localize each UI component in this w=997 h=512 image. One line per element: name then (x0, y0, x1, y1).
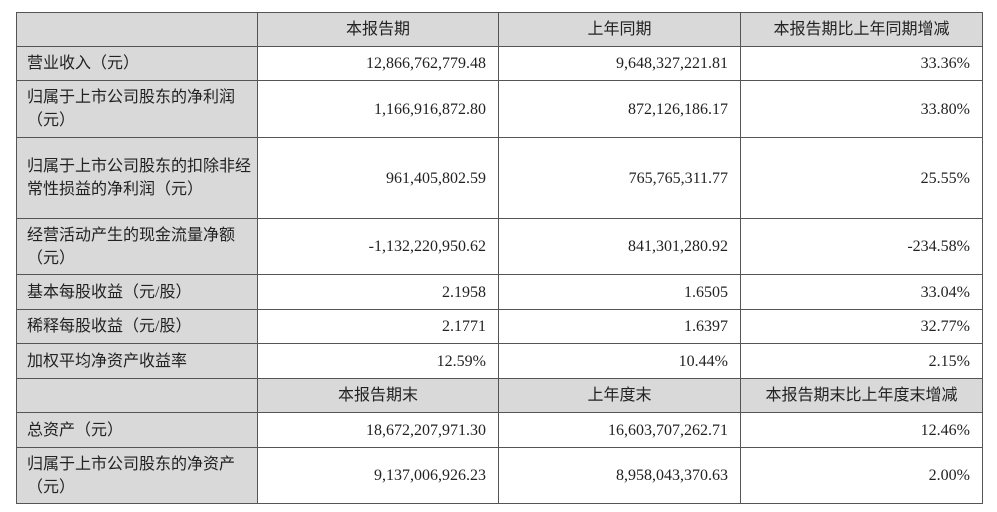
table-row: 归属于上市公司股东的净资产（元） 9,137,006,926.23 8,958,… (16, 447, 983, 504)
current-value: 12.59% (257, 343, 499, 379)
header-previous-year-end: 上年度末 (498, 378, 741, 413)
row-label: 归属于上市公司股东的扣除非经常性损益的净利润（元） (16, 137, 258, 219)
row-label: 加权平均净资产收益率 (16, 343, 258, 379)
change-value: 2.00% (740, 447, 983, 504)
previous-value: 765,765,311.77 (498, 137, 741, 219)
current-value: 9,137,006,926.23 (257, 447, 499, 504)
table-row: 基本每股收益（元/股） 2.1958 1.6505 33.04% (16, 274, 983, 310)
row-label: 营业收入（元） (16, 46, 258, 81)
change-value: 25.55% (740, 137, 983, 219)
table-row: 总资产（元） 18,672,207,971.30 16,603,707,262.… (16, 412, 983, 448)
row-label: 总资产（元） (16, 412, 258, 448)
previous-value: 10.44% (498, 343, 741, 379)
header-change: 本报告期比上年同期增减 (740, 12, 983, 47)
table-subheader-row: 本报告期末 上年度末 本报告期末比上年度末增减 (16, 378, 983, 413)
previous-value: 9,648,327,221.81 (498, 46, 741, 81)
row-label: 经营活动产生的现金流量净额（元） (16, 218, 258, 275)
row-label: 归属于上市公司股东的净资产（元） (16, 447, 258, 504)
current-value: -1,132,220,950.62 (257, 218, 499, 275)
financial-summary-table: 本报告期 上年同期 本报告期比上年同期增减 营业收入（元） 12,866,762… (16, 12, 983, 504)
previous-value: 841,301,280.92 (498, 218, 741, 275)
row-label: 稀释每股收益（元/股） (16, 309, 258, 344)
header-empty-cell (16, 12, 258, 47)
previous-value: 1.6397 (498, 309, 741, 344)
table-row: 营业收入（元） 12,866,762,779.48 9,648,327,221.… (16, 46, 983, 81)
header-change: 本报告期末比上年度末增减 (740, 378, 983, 413)
change-value: 2.15% (740, 343, 983, 379)
current-value: 2.1958 (257, 274, 499, 310)
change-value: -234.58% (740, 218, 983, 275)
previous-value: 16,603,707,262.71 (498, 412, 741, 448)
current-value: 2.1771 (257, 309, 499, 344)
header-period-end: 本报告期末 (257, 378, 499, 413)
table-row: 稀释每股收益（元/股） 2.1771 1.6397 32.77% (16, 309, 983, 344)
header-current-period: 本报告期 (257, 12, 499, 47)
table-row: 归属于上市公司股东的扣除非经常性损益的净利润（元） 961,405,802.59… (16, 137, 983, 219)
change-value: 32.77% (740, 309, 983, 344)
header-empty-cell (16, 378, 258, 413)
change-value: 33.04% (740, 274, 983, 310)
current-value: 1,166,916,872.80 (257, 80, 499, 138)
table-row: 归属于上市公司股东的净利润（元） 1,166,916,872.80 872,12… (16, 80, 983, 138)
table-header-row: 本报告期 上年同期 本报告期比上年同期增减 (16, 12, 983, 47)
change-value: 33.80% (740, 80, 983, 138)
change-value: 33.36% (740, 46, 983, 81)
row-label: 基本每股收益（元/股） (16, 274, 258, 310)
current-value: 12,866,762,779.48 (257, 46, 499, 81)
table-row: 加权平均净资产收益率 12.59% 10.44% 2.15% (16, 343, 983, 379)
change-value: 12.46% (740, 412, 983, 448)
table-row: 经营活动产生的现金流量净额（元） -1,132,220,950.62 841,3… (16, 218, 983, 275)
row-label: 归属于上市公司股东的净利润（元） (16, 80, 258, 138)
current-value: 961,405,802.59 (257, 137, 499, 219)
header-previous-period: 上年同期 (498, 12, 741, 47)
previous-value: 872,126,186.17 (498, 80, 741, 138)
previous-value: 1.6505 (498, 274, 741, 310)
current-value: 18,672,207,971.30 (257, 412, 499, 448)
previous-value: 8,958,043,370.63 (498, 447, 741, 504)
